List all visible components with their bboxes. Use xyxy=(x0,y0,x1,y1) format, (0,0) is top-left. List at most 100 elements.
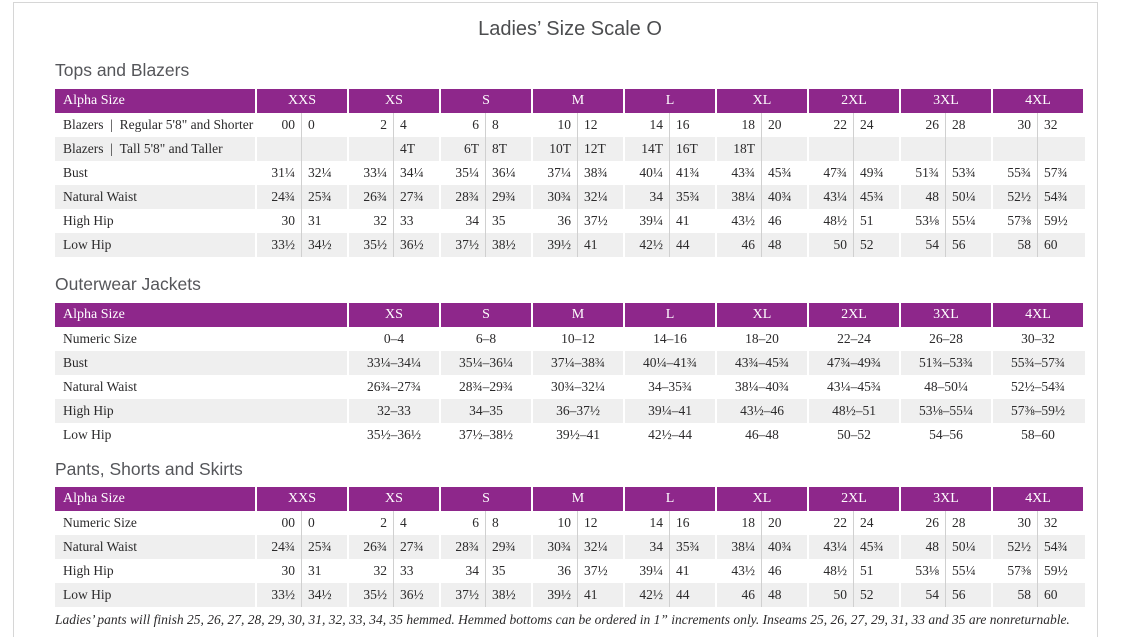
size-value-cell: 58 xyxy=(993,583,1038,607)
size-value-cell: 10 xyxy=(533,511,578,535)
table-row: Low Hip 33½ 34½ 35½ 36½ 37½ 38½ 39½ 41 42½ 44 46 48 5… xyxy=(55,583,1085,607)
table-row: Blazers | Tall 5'8" and Taller 4T 6T 8T 10T 1… xyxy=(55,137,1085,161)
size-value-cell: 6–8 xyxy=(439,327,531,351)
row-label: High Hip xyxy=(63,563,114,578)
size-value-pair: 54 56 xyxy=(899,583,991,607)
table-row: High Hip 32–33 34–35 36–37½ 39¼–41 43½–46 48½–… xyxy=(55,399,1085,423)
size-value-cell: 26–28 xyxy=(899,327,991,351)
size-value-cell: 27¾ xyxy=(400,189,424,204)
size-value-cell: 33¼–34¼ xyxy=(347,351,439,375)
size-value-cell: 57⅜ xyxy=(993,559,1038,583)
size-column-header: XS xyxy=(347,303,439,327)
size-value-cell: 29¾ xyxy=(492,189,516,204)
size-value-pair: 47¾ 49¾ xyxy=(807,161,899,185)
size-value-cell: 12T xyxy=(584,141,606,156)
size-value-cell: 37½–38½ xyxy=(439,423,531,447)
section-title: Tops and Blazers xyxy=(55,60,190,80)
size-value-cell xyxy=(993,137,1038,161)
size-value-cell: 28¾–29¾ xyxy=(439,375,531,399)
size-value-cell: 48 xyxy=(901,535,946,559)
row-label: High Hip xyxy=(63,213,114,228)
size-value-cell: 55¼ xyxy=(952,213,976,228)
size-column-header: M xyxy=(531,303,623,327)
size-value-cell: 35½ xyxy=(349,583,394,607)
size-value-cell: 34 xyxy=(625,535,670,559)
size-value-pair: 53⅛ 55¼ xyxy=(899,209,991,233)
size-value-pair: 40¼ 41¾ xyxy=(623,161,715,185)
size-value-cell: 46 xyxy=(768,213,782,228)
size-value-cell: 58–60 xyxy=(991,423,1083,447)
size-value-cell: 46 xyxy=(717,583,762,607)
row-label: Low Hip xyxy=(63,587,112,602)
size-value-cell: 38¼–40¾ xyxy=(715,375,807,399)
size-value-cell: 47¾–49¾ xyxy=(807,351,899,375)
size-column-header: XXS xyxy=(255,89,347,113)
size-value-pair: 33¼ 34¼ xyxy=(347,161,439,185)
size-value-cell: 54¾ xyxy=(1044,539,1068,554)
size-value-cell: 40¼–41¾ xyxy=(623,351,715,375)
size-value-pair xyxy=(807,137,899,161)
size-value-cell: 30¾ xyxy=(533,185,578,209)
size-value-cell: 39¼–41 xyxy=(623,399,715,423)
size-value-pair: 31¼ 32¼ xyxy=(255,161,347,185)
size-table-header-row: Alpha Size XXS XS S M L XL 2XL 3XL 4XL xyxy=(55,89,1085,113)
size-value-pair: 26 28 xyxy=(899,511,991,535)
size-value-cell: 14 xyxy=(625,113,670,137)
size-value-cell: 41 xyxy=(584,237,598,252)
size-value-cell: 30–32 xyxy=(991,327,1083,351)
alpha-size-header: Alpha Size xyxy=(55,89,255,113)
size-value-cell: 55¾–57¾ xyxy=(991,351,1083,375)
size-value-cell: 34¼ xyxy=(400,165,424,180)
size-column-header: 4XL xyxy=(991,487,1083,511)
size-value-cell: 00 xyxy=(257,113,302,137)
size-value-cell: 39¼ xyxy=(625,559,670,583)
size-value-cell: 40¾ xyxy=(768,539,792,554)
size-value-pair: 22 24 xyxy=(807,113,899,137)
table-row: Numeric Size 0–4 6–8 10–12 14–16 18–20 22–24 26… xyxy=(55,327,1085,351)
size-value-cell: 48 xyxy=(768,237,782,252)
table-row: Bust 33¼–34¼ 35¼–36¼ 37¼–38¾ 40¼–41¾ 43¾–45¾ 4… xyxy=(55,351,1085,375)
size-column-header: XS xyxy=(347,89,439,113)
size-value-pair: 28¾ 29¾ xyxy=(439,185,531,209)
size-value-cell: 24 xyxy=(860,515,874,530)
size-value-pair: 6T 8T xyxy=(439,137,531,161)
size-value-cell: 35 xyxy=(492,563,506,578)
size-value-cell: 53⅛ xyxy=(901,559,946,583)
size-value-cell: 39½ xyxy=(533,233,578,257)
size-value-cell xyxy=(854,137,899,161)
size-value-cell: 33½ xyxy=(257,583,302,607)
size-value-cell: 37½ xyxy=(584,213,608,228)
size-value-pair: 30 32 xyxy=(991,511,1083,535)
section-tops-and-blazers: Tops and Blazers Alpha Size XXS XS S M L XL 2XL… xyxy=(55,59,1085,257)
size-value-pair: 33½ 34½ xyxy=(255,233,347,257)
size-value-cell: 14–16 xyxy=(623,327,715,351)
size-value-cell: 0 xyxy=(308,515,315,530)
size-value-cell: 51¾ xyxy=(901,161,946,185)
size-value-cell: 4 xyxy=(400,515,407,530)
size-value-pair: 48½ 51 xyxy=(807,559,899,583)
table-row: Low Hip 35½–36½ 37½–38½ 39½–41 42½–44 46–48 50… xyxy=(55,423,1085,447)
size-column-header: 4XL xyxy=(991,303,1083,327)
size-value-cell: 38½ xyxy=(492,237,516,252)
size-value-pair: 35½ 36½ xyxy=(347,233,439,257)
size-value-cell: 16 xyxy=(676,117,690,132)
footnote: Ladies’ pants will finish 25, 26, 27, 28… xyxy=(55,612,1070,627)
size-value-pair: 57⅜ 59½ xyxy=(991,209,1083,233)
size-value-cell: 8T xyxy=(492,141,507,156)
size-value-cell: 34½ xyxy=(308,237,332,252)
size-value-cell xyxy=(809,137,854,161)
size-value-pair: 30¾ 32¼ xyxy=(531,185,623,209)
size-value-pair: 30 31 xyxy=(255,559,347,583)
size-column-header: XL xyxy=(715,303,807,327)
size-value-cell: 6T xyxy=(441,137,486,161)
row-label: Natural Waist xyxy=(63,539,138,554)
size-value-cell: 18–20 xyxy=(715,327,807,351)
size-value-cell: 45¾ xyxy=(860,539,884,554)
size-value-cell: 35¼ xyxy=(441,161,486,185)
size-value-cell: 43¾ xyxy=(717,161,762,185)
size-value-cell: 37½ xyxy=(584,563,608,578)
size-value-cell: 30 xyxy=(993,113,1038,137)
row-label: Low Hip xyxy=(63,427,112,442)
size-value-cell: 39½ xyxy=(533,583,578,607)
